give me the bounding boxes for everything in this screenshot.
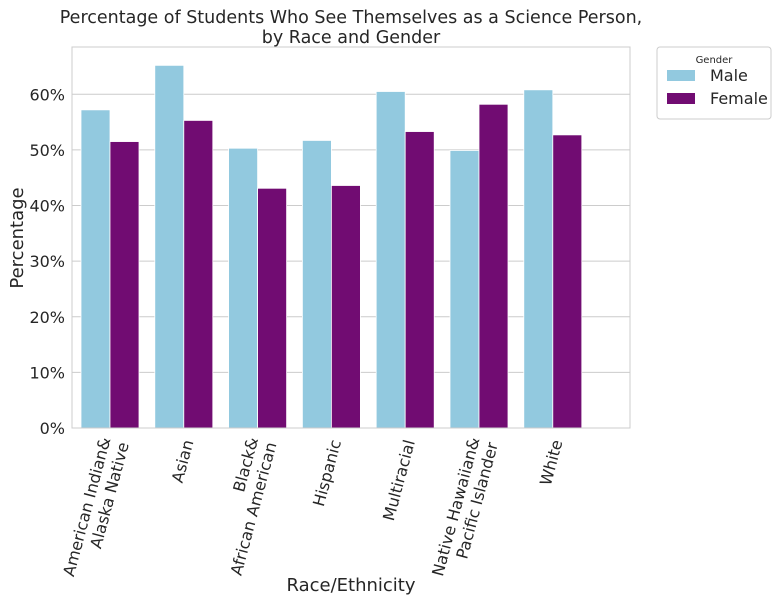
bar-male-0 (80, 109, 111, 429)
x-tick-label: Hispanic (309, 438, 345, 509)
x-tick-label-line: Asian (168, 438, 198, 485)
y-tick-label: 50% (29, 141, 65, 160)
bar-male-2 (228, 147, 259, 429)
legend-swatch-male (667, 70, 695, 81)
x-tick-labels: American Indian&Alaska Native Asian Black&… (59, 435, 566, 578)
bar-male-1 (154, 64, 185, 429)
legend-swatch-female (667, 93, 695, 104)
y-tick-label: 40% (29, 197, 65, 216)
bar-female-4 (404, 131, 435, 429)
x-tick-label-line: Hispanic (309, 438, 345, 509)
bar-male-5 (449, 150, 480, 429)
x-tick-label: Multiracial (379, 438, 419, 523)
y-tick-label: 10% (29, 363, 65, 382)
plot-frame (71, 46, 631, 429)
bar-female-6 (552, 134, 583, 429)
legend-label-male: Male (710, 66, 748, 85)
bars (80, 64, 583, 429)
y-tick-labels: 0% 10% 20% 30% 40% 50% 60% (29, 85, 65, 438)
x-tick-label: White (536, 438, 566, 488)
x-tick-label: American Indian&Alaska Native (59, 435, 133, 578)
bar-female-2 (257, 187, 288, 429)
y-tick-label: 0% (40, 419, 65, 438)
bar-female-5 (478, 103, 509, 429)
legend-title: Gender (696, 55, 734, 66)
bar-female-1 (183, 120, 214, 429)
x-tick-label: Asian (168, 438, 198, 485)
bar-male-3 (301, 140, 332, 429)
bar-male-4 (375, 91, 406, 429)
legend: Gender Male Female (656, 46, 772, 120)
bar-female-0 (109, 141, 140, 429)
x-axis-label: Race/Ethnicity (286, 575, 415, 596)
chart-title-line-2: by Race and Gender (262, 28, 441, 48)
bar-female-3 (330, 185, 361, 429)
bar-male-6 (523, 89, 554, 429)
y-tick-label: 30% (29, 252, 65, 271)
y-tick-label: 20% (29, 308, 65, 327)
x-tick-label: Black&African American (227, 435, 281, 577)
x-tick-label-line: White (536, 438, 566, 488)
legend-label-female: Female (710, 89, 768, 108)
y-axis-label: Percentage (7, 187, 28, 288)
y-tick-label: 60% (29, 85, 65, 104)
chart-title-line-1: Percentage of Students Who See Themselve… (60, 8, 642, 28)
x-tick-label-line: Multiracial (379, 438, 419, 523)
x-tick-label: Native Hawaiian&Pacific Islander (428, 435, 502, 578)
